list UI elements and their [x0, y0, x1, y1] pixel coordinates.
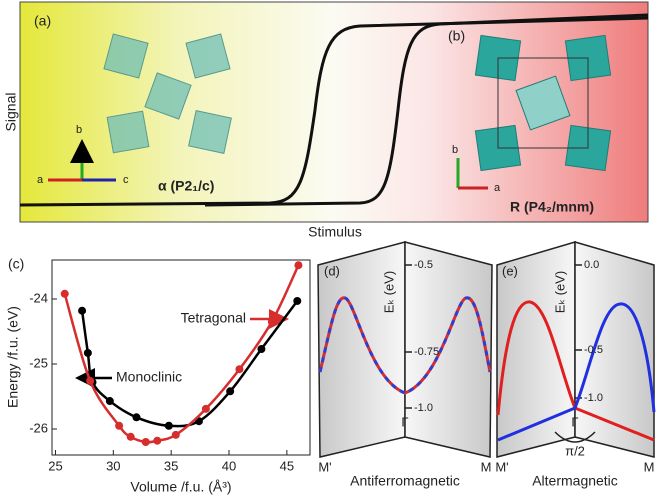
y-axis-label: Signal — [3, 93, 19, 132]
panel-top: b a c b a (a) (b) α (P2₁/c) R (P4₂/mnm) … — [3, 1, 649, 240]
k-point: Γ — [401, 414, 408, 429]
axis-letter: b — [76, 124, 82, 136]
data-point — [141, 438, 150, 446]
axis-triad — [48, 139, 488, 190]
data-point — [164, 421, 173, 430]
k-point: M — [481, 459, 492, 474]
angle-arrow — [554, 431, 596, 443]
panel-e: (e) Eₖ (eV) 0.0 -0.5 -1.0 Γ π/2 M' M Alt… — [495, 240, 656, 489]
legend-label: Tetragonal — [181, 310, 246, 326]
axis-letter: c — [123, 174, 129, 186]
axis-letter: b — [452, 144, 458, 156]
axis-label: Eₖ (eV) — [381, 271, 396, 313]
fit-curve — [63, 264, 300, 444]
crystal-r — [474, 34, 612, 172]
data-point — [226, 387, 235, 396]
data-point — [293, 296, 302, 305]
data-point — [105, 397, 114, 406]
band-curve — [496, 300, 655, 442]
x-tick-label: 40 — [222, 458, 236, 473]
tick-label: 0.0 — [584, 259, 599, 271]
data-point — [132, 413, 141, 422]
k-point: M — [644, 459, 655, 474]
phase-label: α (P2₁/c) — [158, 178, 214, 194]
data-point — [201, 404, 210, 413]
plot-frame — [51, 259, 311, 456]
data-point — [78, 306, 87, 315]
k-point: Γ — [571, 414, 578, 429]
axis-letter: a — [494, 182, 501, 194]
curve — [19, 16, 649, 207]
phase-label: R (P4₂/mnm) — [510, 199, 594, 215]
axis-label: Eₖ (eV) — [552, 271, 567, 313]
k-point: M' — [495, 459, 508, 474]
caption: Antiferromagnetic — [350, 473, 460, 489]
x-tick-label: 30 — [106, 458, 120, 473]
panel-label: (e) — [502, 263, 518, 278]
curve — [204, 13, 649, 207]
data-point — [86, 376, 95, 385]
panel-label: (b) — [448, 28, 465, 44]
data-point — [60, 289, 69, 298]
data-point — [267, 317, 276, 326]
x-axis-label: Stimulus — [308, 224, 362, 240]
band-curve — [497, 302, 656, 442]
data-point — [83, 348, 92, 357]
axis-letter: a — [37, 174, 44, 186]
tick-label: -1.0 — [414, 402, 433, 414]
tick-label: -0.5 — [414, 259, 433, 271]
data-point — [126, 432, 135, 441]
data-point — [171, 430, 180, 439]
data-point — [294, 261, 303, 270]
y-tick-label: -26 — [29, 420, 48, 435]
legend-label: Monoclinic — [116, 369, 182, 385]
data-point — [153, 436, 162, 445]
tick-label: -0.75 — [414, 346, 439, 358]
fit-curve — [80, 300, 299, 428]
caption: Altermagnetic — [532, 473, 618, 489]
k-point: M' — [318, 459, 331, 474]
y-axis-label: Energy /f.u. (eV) — [5, 306, 21, 408]
panel-label: (c) — [8, 256, 24, 272]
panel-label: (a) — [34, 13, 51, 29]
data-point — [115, 421, 124, 430]
data-point — [235, 365, 244, 374]
x-tick-label: 45 — [280, 458, 294, 473]
data-point — [257, 345, 266, 354]
crystal-alpha — [103, 33, 232, 154]
y-tick-label: -24 — [29, 290, 48, 305]
angle-label: π/2 — [565, 443, 585, 458]
y-tick-label: -25 — [29, 355, 48, 370]
band-curve — [318, 296, 492, 395]
tick-label: -1.0 — [584, 392, 603, 404]
panel-d: (d) Eₖ (eV) -0.5 -0.75 -1.0 Γ M' M Antif… — [317, 241, 493, 489]
panel-c: (c) Energy /f.u. (eV) Volume /f.u. (Å³) … — [5, 256, 311, 495]
tick-label: -0.5 — [584, 344, 603, 356]
panel-label: (d) — [324, 263, 340, 278]
x-axis-label: Volume /f.u. (Å³) — [130, 479, 231, 495]
x-tick-label: 35 — [164, 458, 178, 473]
x-tick-label: 25 — [48, 458, 62, 473]
